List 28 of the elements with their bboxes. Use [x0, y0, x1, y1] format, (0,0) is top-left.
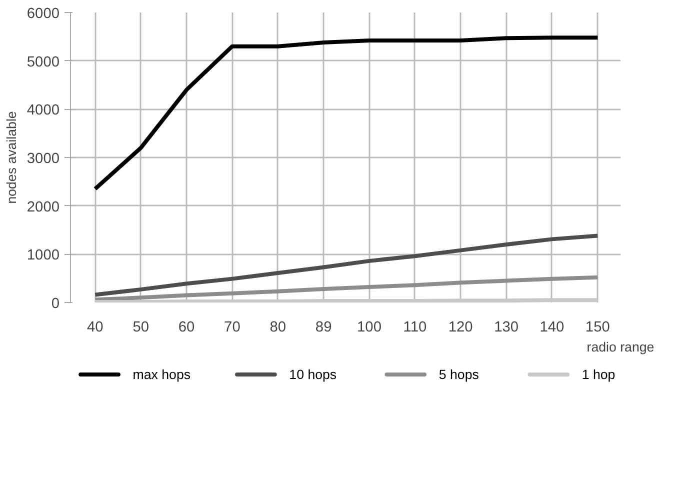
legend-label: 10 hops: [289, 367, 337, 382]
y-tick-label: 3000: [26, 151, 60, 167]
x-tick-label: 50: [132, 320, 150, 336]
y-axis-title: nodes available: [4, 111, 19, 204]
x-tick-label: 130: [494, 320, 519, 336]
legend-label: 1 hop: [582, 367, 616, 382]
line-series: [93, 36, 600, 191]
y-tick-label: 2000: [26, 199, 60, 216]
y-tick-label: 6000: [26, 6, 60, 22]
x-tick-label: 89: [315, 320, 332, 336]
x-tick-label: 80: [270, 320, 286, 336]
x-tick-label: 120: [448, 320, 473, 336]
x-tick-label: 110: [403, 320, 427, 336]
line-series: [93, 234, 600, 297]
x-tick-label: 60: [178, 320, 195, 336]
line-series: [93, 275, 600, 302]
y-tick-label: 1000: [26, 248, 60, 264]
legend-label: max hops: [132, 367, 191, 382]
x-tick-label: 40: [87, 320, 104, 336]
y-tick-label: 0: [51, 296, 60, 312]
x-tick-label: 150: [585, 320, 610, 336]
x-tick-label: 140: [540, 320, 564, 336]
y-tick-label: 4000: [26, 102, 60, 119]
y-tick-label: 5000: [26, 54, 60, 70]
legend-label: 5 hops: [438, 367, 480, 382]
x-tick-label: 70: [224, 320, 240, 336]
x-axis-title: radio range: [586, 340, 654, 354]
x-tick-label: 100: [357, 320, 382, 336]
